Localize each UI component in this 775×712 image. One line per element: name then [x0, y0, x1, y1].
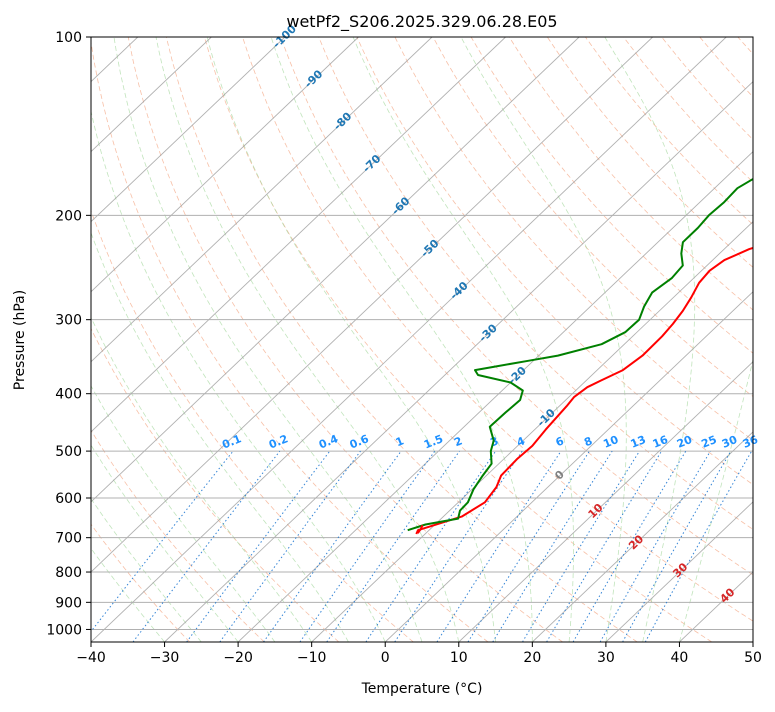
dry-adiabat	[14, 37, 339, 642]
moist-adiabat	[0, 37, 275, 642]
chart-title: wetPf2_S206.2025.329.06.28.E05	[286, 12, 557, 32]
moist-adiabat	[207, 37, 495, 642]
y-tick-label: 500	[55, 444, 82, 460]
mixing-ratio-label: 6	[554, 434, 566, 449]
mixing-ratio-label: 10	[601, 433, 620, 451]
isotherm-line	[238, 37, 775, 642]
y-tick-label: 300	[55, 313, 82, 329]
y-tick-label: 400	[55, 387, 82, 403]
x-axis-label: Temperature (°C)	[361, 681, 483, 697]
mixing-ratio-label: 16	[651, 433, 670, 451]
moist-adiabat	[271, 37, 532, 642]
moist-adiabat	[0, 37, 238, 642]
mixing-ratio-line	[133, 451, 280, 642]
isotherm-line	[0, 37, 432, 642]
dry-adiabat	[700, 37, 775, 642]
mixing-ratio-label: 36	[741, 433, 760, 451]
y-axis-label: Pressure (hPa)	[12, 290, 28, 390]
dry-adiabat	[0, 37, 264, 642]
mixing-ratio-line	[220, 451, 361, 642]
dry-adiabat	[738, 37, 775, 642]
x-tick-label: −10	[297, 650, 327, 666]
isotherm-line	[91, 37, 726, 642]
y-tick-label: 100	[55, 30, 82, 46]
dry-adiabat	[585, 37, 775, 642]
dry-adiabat	[166, 37, 637, 642]
isotherm-line	[459, 37, 775, 642]
mixing-ratio-label: 25	[700, 433, 719, 451]
dry-adiabat	[547, 37, 775, 642]
isotherm-line	[0, 37, 358, 642]
moist-adiabat	[353, 37, 573, 642]
x-tick-label: 20	[523, 650, 541, 666]
dry-adiabat	[624, 37, 775, 642]
dry-adiabat	[509, 37, 775, 642]
plot-frame	[91, 37, 753, 642]
x-tick-label: 10	[450, 650, 468, 666]
isotherm-line	[0, 37, 506, 642]
isotherm-line	[0, 37, 64, 642]
mixing-ratio-label: 8	[582, 434, 594, 449]
mixing-ratio-line	[493, 451, 613, 642]
y-tick-label: 900	[55, 595, 82, 611]
mixing-ratio-line	[366, 451, 496, 642]
dry-adiabat	[319, 37, 775, 642]
dry-adiabat	[357, 37, 775, 642]
y-tick-label: 800	[55, 565, 82, 581]
isotherm-line	[753, 37, 775, 642]
mixing-ratio-label: 1	[394, 434, 406, 449]
mixing-ratio-label: 20	[675, 433, 694, 451]
mixing-ratio-label: 0.1	[220, 432, 243, 451]
y-tick-label: 600	[55, 491, 82, 507]
x-tick-label: −30	[150, 650, 180, 666]
y-tick-label: 1000	[46, 622, 82, 638]
x-tick-label: −20	[223, 650, 253, 666]
mixing-ratio-line	[83, 451, 233, 642]
mixing-ratio-label: 2	[452, 434, 464, 449]
mixing-ratio-line	[600, 451, 710, 642]
x-tick-label: 30	[597, 650, 615, 666]
isotherm-line	[0, 37, 579, 642]
mixing-ratio-label: 13	[629, 433, 648, 451]
y-tick-label: 700	[55, 531, 82, 547]
mixing-ratio-label: 0.4	[317, 432, 340, 451]
x-tick-label: 40	[671, 650, 689, 666]
isotherm-line	[0, 37, 285, 642]
moist-adiabat	[0, 37, 201, 642]
x-tick-label: 0	[381, 650, 390, 666]
x-tick-label: 50	[744, 650, 762, 666]
mixing-ratio-label: 0.2	[267, 432, 290, 451]
x-tick-label: −40	[76, 650, 106, 666]
isotherm-line	[385, 37, 775, 642]
y-tick-label: 200	[55, 208, 82, 224]
mixing-ratio-line	[300, 451, 435, 642]
dry-adiabat	[471, 37, 775, 642]
mixing-ratio-line	[645, 451, 751, 642]
dry-adiabat	[243, 37, 775, 642]
dry-adiabat	[52, 37, 413, 642]
mixing-ratio-line	[327, 451, 460, 642]
moist-adiabat	[21, 37, 312, 642]
moist-adiabat	[114, 37, 422, 642]
mixing-ratio-line	[395, 451, 523, 642]
isotherm-line	[0, 37, 211, 642]
isotherm-line	[532, 37, 775, 642]
